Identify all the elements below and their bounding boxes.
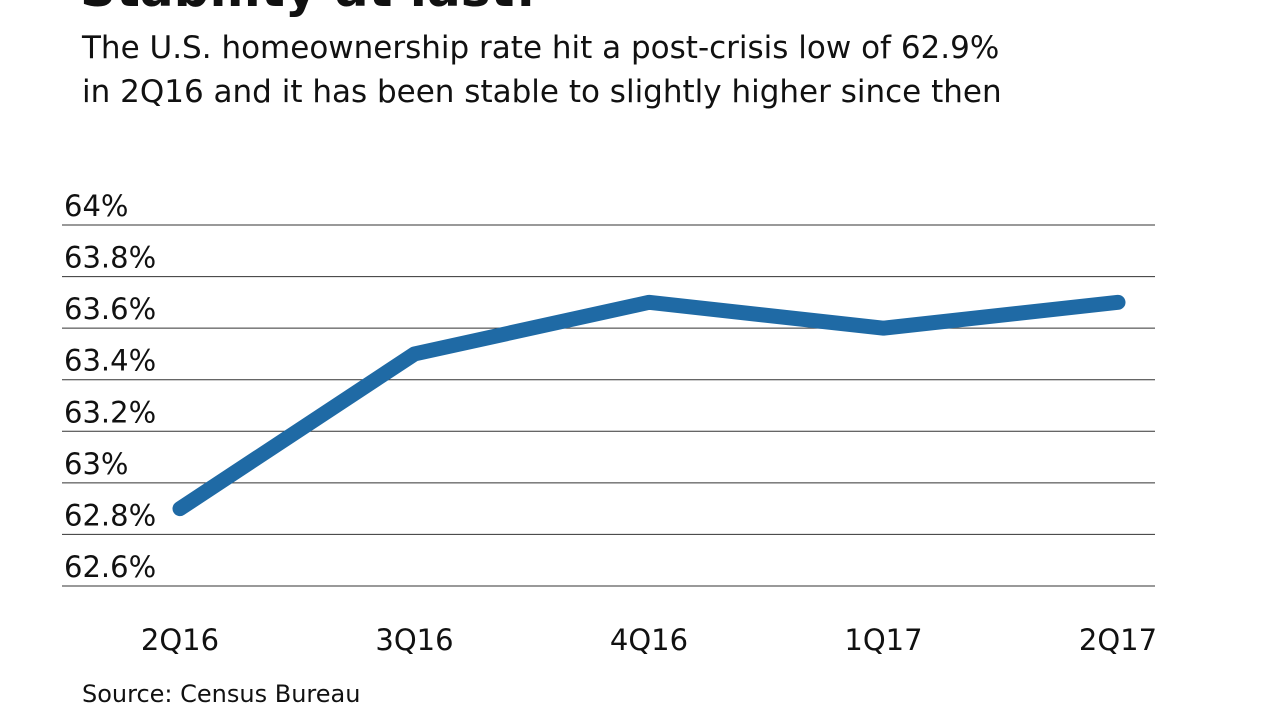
y-tick-label: 63.4%: [64, 344, 156, 378]
y-tick-label: 63.8%: [64, 241, 156, 275]
chart-title: Stability at last!: [80, 0, 537, 18]
y-tick-label: 63.6%: [64, 292, 156, 326]
source: Source: Census Bureau: [82, 680, 360, 708]
subtitle: The U.S. homeownership rate hit a post-c…: [81, 30, 999, 66]
x-tick-label: 2Q17: [1079, 623, 1157, 657]
y-tick-label: 64%: [64, 189, 128, 223]
x-tick-label: 3Q16: [375, 623, 453, 657]
x-tick-label: 2Q16: [141, 623, 219, 657]
data-line: [172, 294, 1126, 517]
x-tick-label: 1Q17: [844, 623, 922, 657]
y-tick-label: 62.6%: [64, 550, 156, 584]
x-tick-label: 4Q16: [610, 623, 688, 657]
y-tick-label: 63%: [64, 447, 128, 481]
y-tick-label: 63.2%: [64, 395, 156, 429]
subtitle: in 2Q16 and it has been stable to slight…: [82, 74, 1002, 110]
y-tick-label: 62.8%: [64, 498, 156, 532]
